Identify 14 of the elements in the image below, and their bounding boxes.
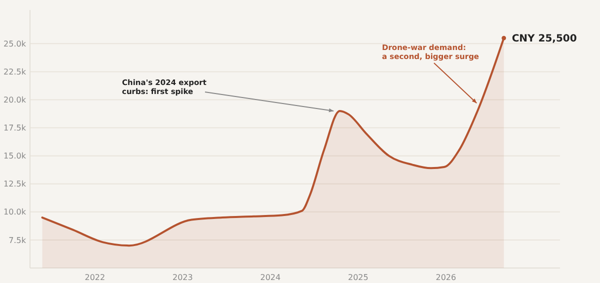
annotation: CNY 25,500 [512,34,577,45]
x-tick-label: 2023 [172,273,193,282]
y-tick-label: 22.5k [4,67,26,76]
y-tick-label: 20.0k [4,96,26,105]
y-tick-label: 17.5k [4,124,26,133]
x-tick-label: 2022 [84,273,106,282]
y-tick-label: 12.5k [4,180,26,189]
x-tick-label: 2026 [436,273,456,282]
x-tick-label: 2025 [348,273,368,282]
y-tick-label: 7.5k [8,236,26,245]
y-tick-label: 15.0k [4,152,26,161]
y-tick-label: 25.0k [4,39,26,48]
y-tick-label: 10.0k [4,208,26,217]
x-tick-label: 2024 [260,273,281,282]
